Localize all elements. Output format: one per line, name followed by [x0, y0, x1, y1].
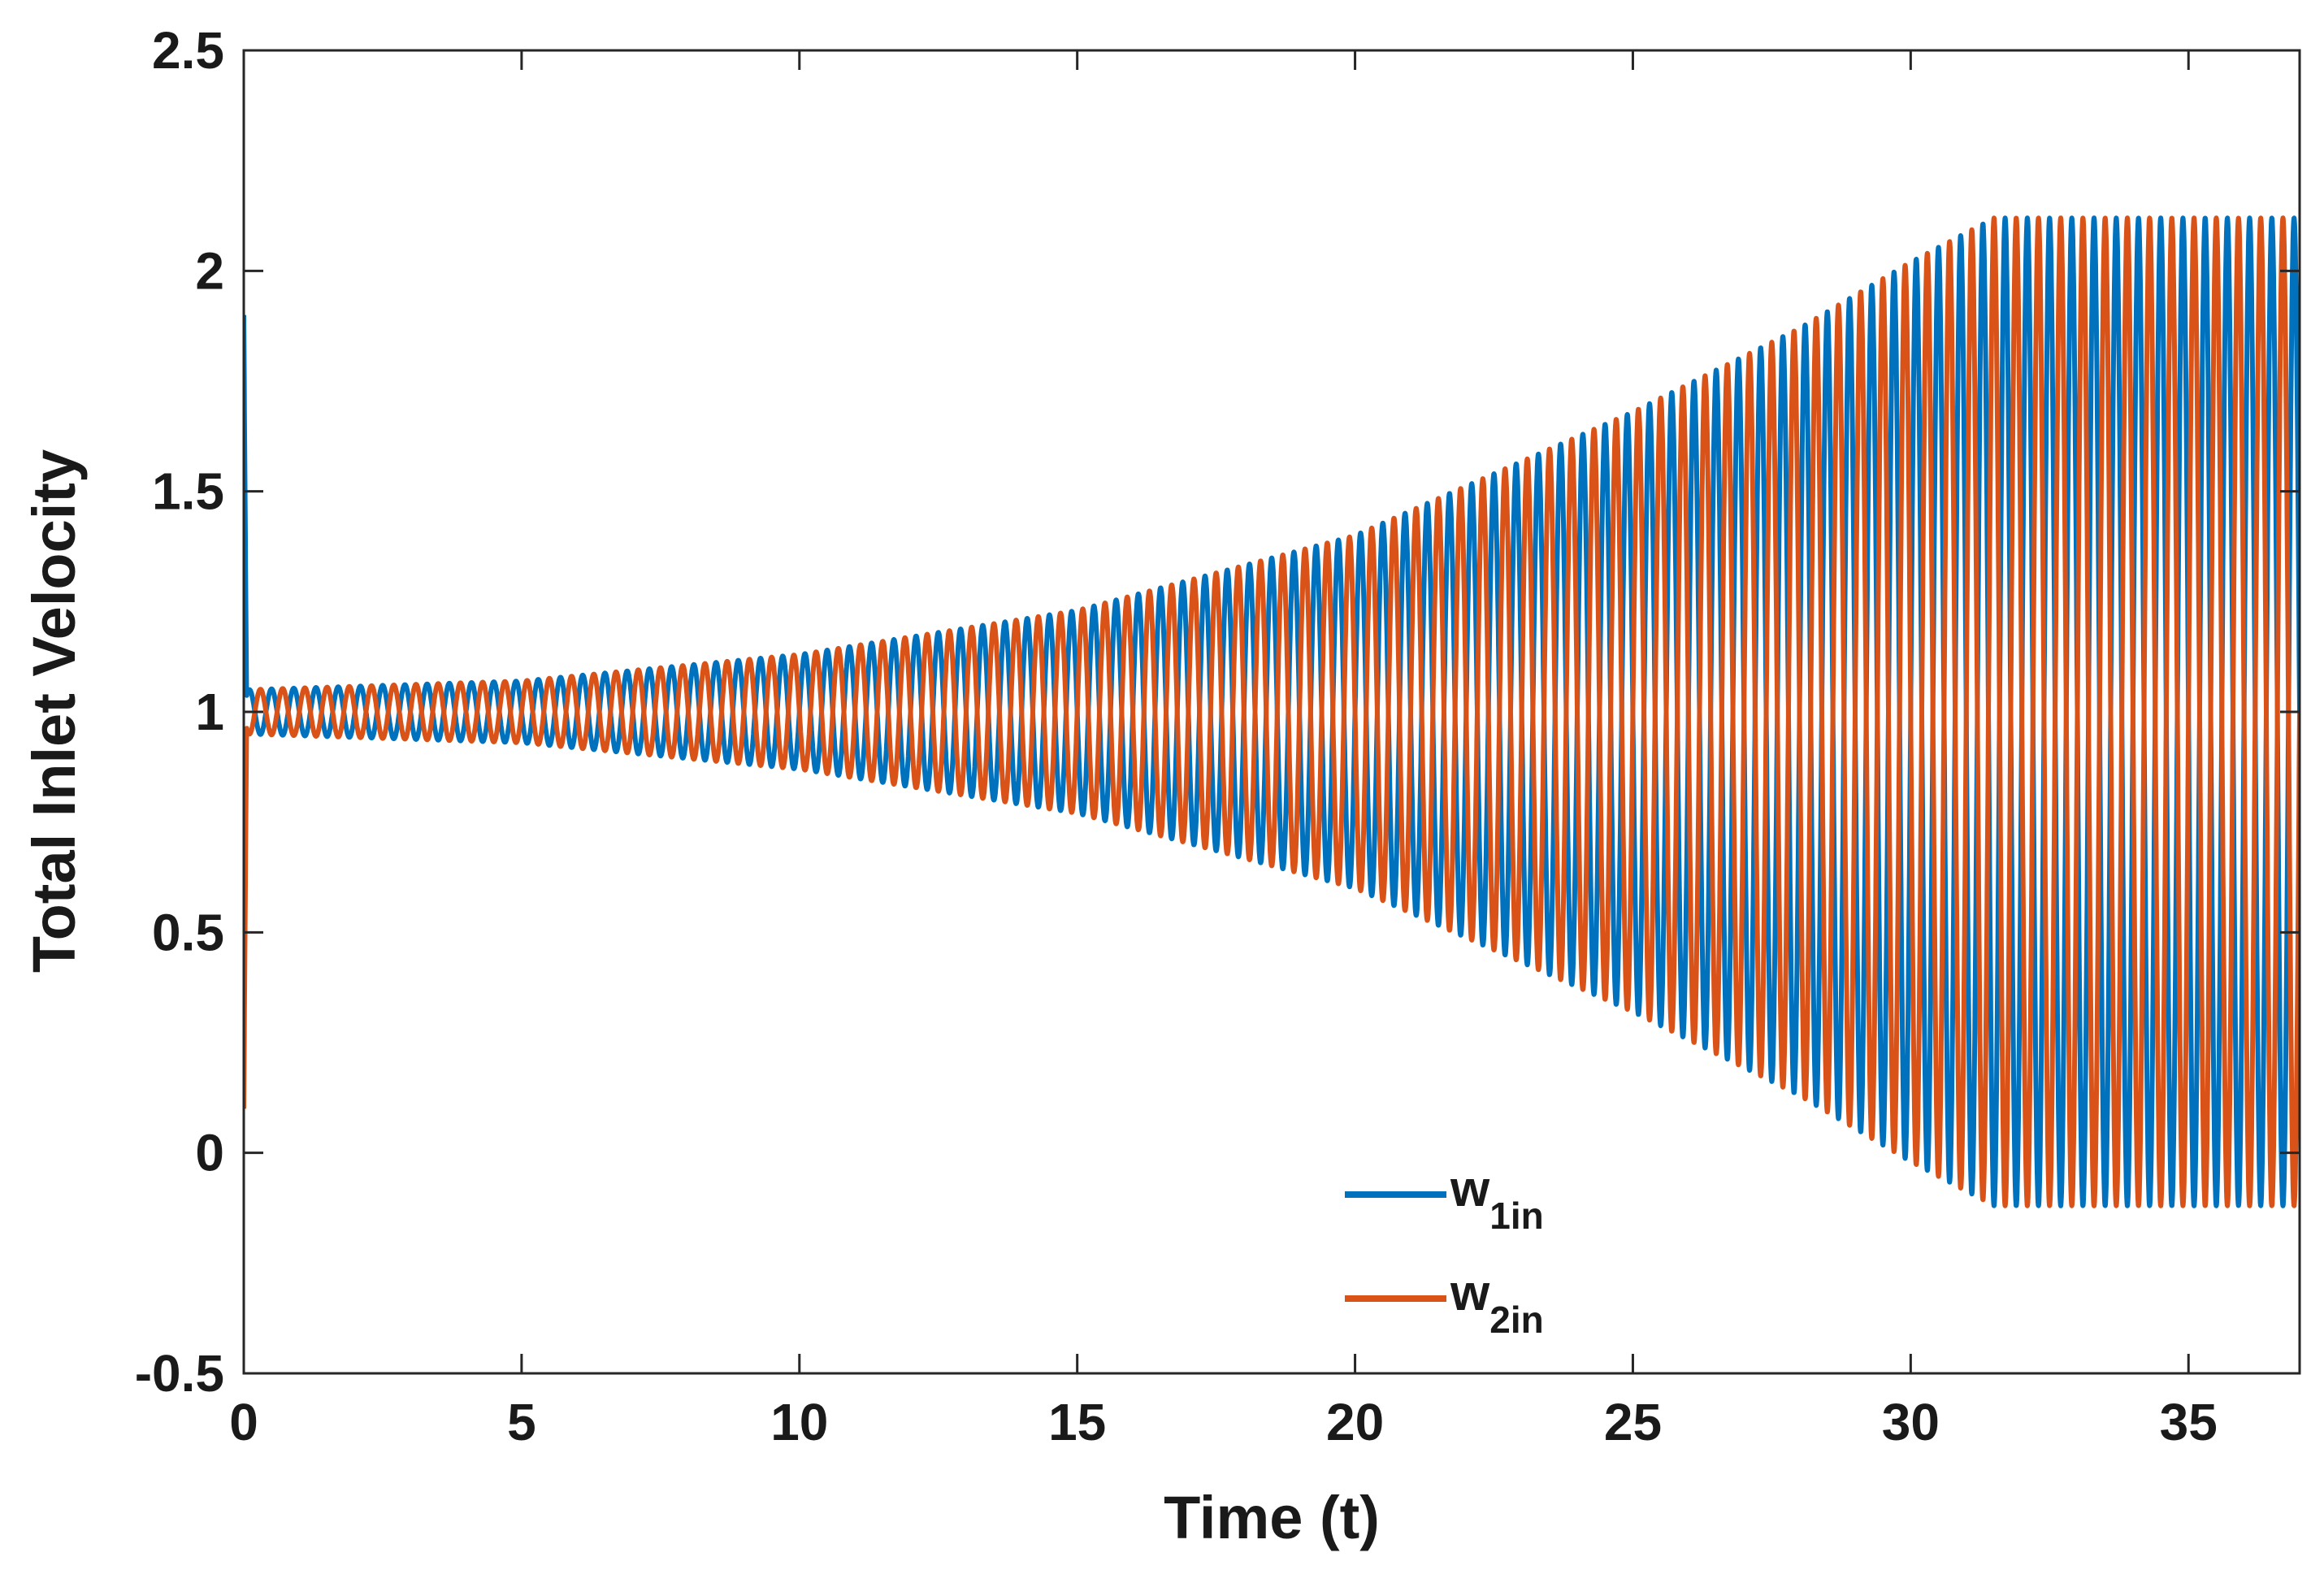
y-tick-label: 2 [195, 241, 224, 300]
x-tick-label: 0 [229, 1393, 258, 1451]
x-axis-title: Time (t) [1164, 1484, 1380, 1551]
series-layer [244, 215, 2300, 1208]
y-tick-label: 1 [195, 683, 224, 741]
x-tick-label: 15 [1048, 1393, 1106, 1451]
x-tick-label: 10 [770, 1393, 828, 1451]
x-tick-label: 5 [507, 1393, 536, 1451]
ticks-layer: 0 5 10 15 20 25 30 35-0.500.511.522.5 [135, 21, 2300, 1451]
legend-w1in-main: w [1450, 1161, 1490, 1217]
legend-label-w2in: w2in [1450, 1265, 1544, 1341]
legend-w2in-main: w [1450, 1265, 1490, 1321]
y-tick-label: 0 [195, 1124, 224, 1182]
x-tick-label: 30 [1882, 1393, 1940, 1451]
y-axis-title: Total Inlet Velocity [20, 449, 88, 973]
y-tick-label: 0.5 [152, 903, 224, 961]
legend-label-w1in: w1in [1450, 1161, 1544, 1237]
y-tick-label: 2.5 [152, 21, 224, 80]
series-line-w1in [244, 215, 2300, 1208]
series-line-w2in [244, 215, 2300, 1208]
legend: w1in w2in [1345, 1161, 1544, 1341]
y-tick-label: -0.5 [135, 1344, 224, 1403]
y-tick-label: 1.5 [152, 462, 224, 521]
legend-w1in-sub: 1in [1489, 1195, 1543, 1237]
x-tick-label: 20 [1326, 1393, 1384, 1451]
x-tick-label: 35 [2160, 1393, 2218, 1451]
x-tick-label: 25 [1604, 1393, 1662, 1451]
legend-w2in-sub: 2in [1489, 1299, 1543, 1341]
